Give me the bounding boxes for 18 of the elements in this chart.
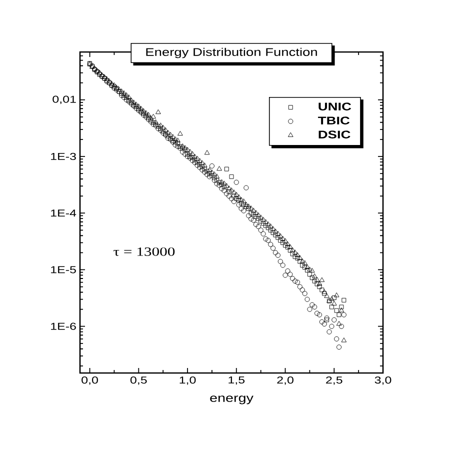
y-tick-label: 1E-6 — [51, 322, 76, 330]
legend-label: DSIC — [318, 130, 350, 138]
x-tick-label: 2,0 — [277, 376, 294, 385]
legend-label: UNIC — [318, 102, 352, 110]
chart-title: Energy Distribution Function — [146, 48, 317, 58]
y-tick-label: 0,01 — [52, 96, 76, 104]
legend-label: TBIC — [318, 116, 350, 124]
x-tick-label: 0,0 — [82, 376, 98, 385]
y-tick-label: 1E-5 — [51, 266, 76, 274]
annotation: τ = 13000 — [114, 247, 175, 256]
x-tick-label: 0,5 — [130, 376, 147, 385]
x-tick-label: 1,5 — [228, 376, 245, 385]
x-tick-label: 3,0 — [374, 376, 392, 385]
x-tick-label: 2,5 — [326, 376, 342, 385]
x-axis-title: energy — [210, 396, 254, 404]
y-tick-label: 1E-3 — [51, 152, 76, 160]
y-tick-label: 1E-4 — [51, 210, 76, 217]
x-tick-label: 1,0 — [180, 376, 196, 385]
